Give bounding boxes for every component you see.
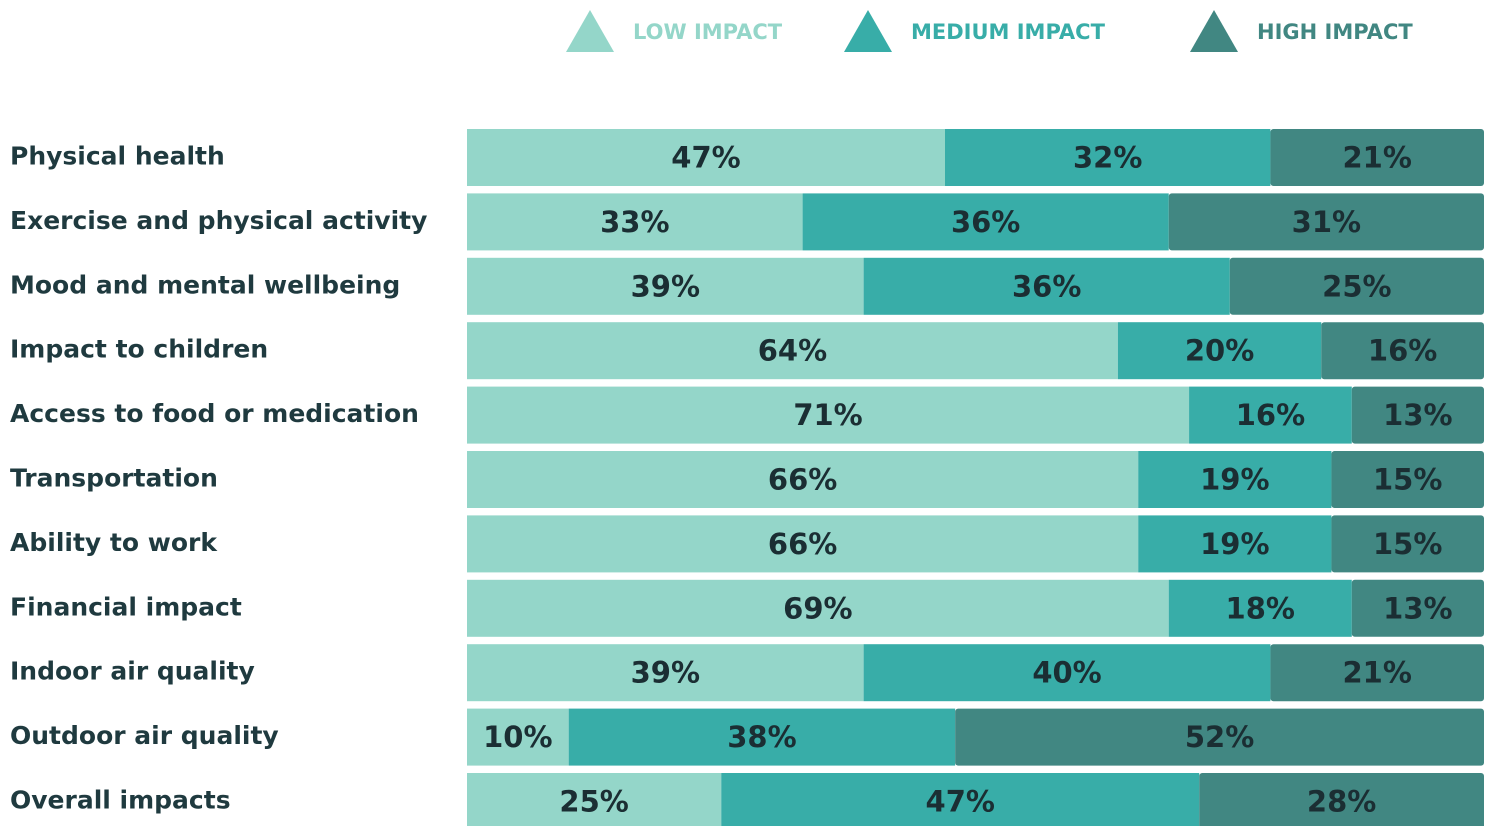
value-label: 39% xyxy=(631,269,700,303)
bar-segment xyxy=(1321,322,1484,380)
category-label: Mood and mental wellbeing xyxy=(10,270,400,299)
bar-segment xyxy=(467,515,1139,573)
value-label: 25% xyxy=(559,785,628,819)
bar-segment xyxy=(1331,451,1484,508)
legend-label: MEDIUM IMPACT xyxy=(911,20,1106,44)
category-label: Overall impacts xyxy=(10,786,231,815)
bar-segment xyxy=(1138,451,1332,508)
value-label: 39% xyxy=(631,656,700,690)
value-label: 66% xyxy=(768,527,837,561)
category-label: Impact to children xyxy=(10,335,268,364)
bar-segment xyxy=(467,193,803,251)
value-label: 19% xyxy=(1200,527,1269,561)
bar-segment xyxy=(802,193,1169,251)
category-label: Access to food or medication xyxy=(10,399,419,428)
value-label: 69% xyxy=(783,591,852,625)
value-label: 71% xyxy=(793,398,862,432)
bar-segment xyxy=(1270,129,1484,186)
value-label: 33% xyxy=(600,205,669,239)
bar-segment xyxy=(1199,773,1484,826)
value-label: 20% xyxy=(1185,334,1254,368)
bar-segment xyxy=(467,257,864,315)
value-label: 15% xyxy=(1373,463,1442,497)
value-label: 31% xyxy=(1292,205,1361,239)
bar-segment xyxy=(467,579,1169,637)
category-label: Financial impact xyxy=(10,592,242,621)
legend-marker xyxy=(566,10,614,52)
value-label: 15% xyxy=(1373,527,1442,561)
value-label: 32% xyxy=(1073,141,1142,175)
bar-segment xyxy=(863,644,1271,702)
bar-segment xyxy=(955,708,1484,766)
bar-segment xyxy=(467,773,722,826)
bar-segment xyxy=(1168,193,1484,251)
value-label: 36% xyxy=(951,205,1020,239)
value-label: 47% xyxy=(671,141,740,175)
bar-segment xyxy=(1229,257,1484,315)
bar-segment xyxy=(1331,515,1484,573)
bar-segment xyxy=(1351,579,1484,637)
category-label: Physical health xyxy=(10,142,225,171)
category-label: Exercise and physical activity xyxy=(10,206,427,235)
value-label: 47% xyxy=(926,785,995,819)
legend-marker xyxy=(1190,10,1238,52)
value-label: 19% xyxy=(1200,463,1269,497)
bar-segment xyxy=(863,257,1230,315)
bar-segment xyxy=(1189,386,1352,444)
legend-marker xyxy=(844,10,892,52)
value-label: 13% xyxy=(1383,398,1452,432)
value-label: 13% xyxy=(1383,591,1452,625)
bar-segment xyxy=(1138,515,1332,573)
value-label: 40% xyxy=(1032,656,1101,690)
value-label: 21% xyxy=(1343,141,1412,175)
bar-segment xyxy=(1351,386,1484,444)
bar-segment xyxy=(1117,322,1322,380)
bar-segment xyxy=(467,451,1139,508)
value-label: 10% xyxy=(483,720,552,754)
value-label: 36% xyxy=(1012,269,1081,303)
value-label: 16% xyxy=(1236,398,1305,432)
bar-segment xyxy=(467,644,864,702)
bar-segment xyxy=(568,708,956,766)
bar-segment xyxy=(467,322,1118,380)
category-label: Ability to work xyxy=(10,528,218,557)
value-label: 18% xyxy=(1226,591,1295,625)
value-label: 16% xyxy=(1368,334,1437,368)
category-label: Transportation xyxy=(10,464,218,493)
legend-label: HIGH IMPACT xyxy=(1257,20,1413,44)
category-label: Outdoor air quality xyxy=(10,721,279,750)
value-label: 52% xyxy=(1185,720,1254,754)
bar-segment xyxy=(467,129,945,186)
bar-segment xyxy=(467,386,1190,444)
value-label: 66% xyxy=(768,463,837,497)
category-label: Indoor air quality xyxy=(10,657,255,686)
bar-segment xyxy=(721,773,1200,826)
legend-label: LOW IMPACT xyxy=(633,20,783,44)
value-label: 28% xyxy=(1307,785,1376,819)
value-label: 25% xyxy=(1322,269,1391,303)
value-label: 64% xyxy=(758,334,827,368)
value-label: 21% xyxy=(1343,656,1412,690)
bar-segment xyxy=(1168,579,1352,637)
bar-segment xyxy=(467,708,569,766)
bar-segment xyxy=(1270,644,1484,702)
value-label: 38% xyxy=(727,720,796,754)
bar-segment xyxy=(944,129,1271,186)
